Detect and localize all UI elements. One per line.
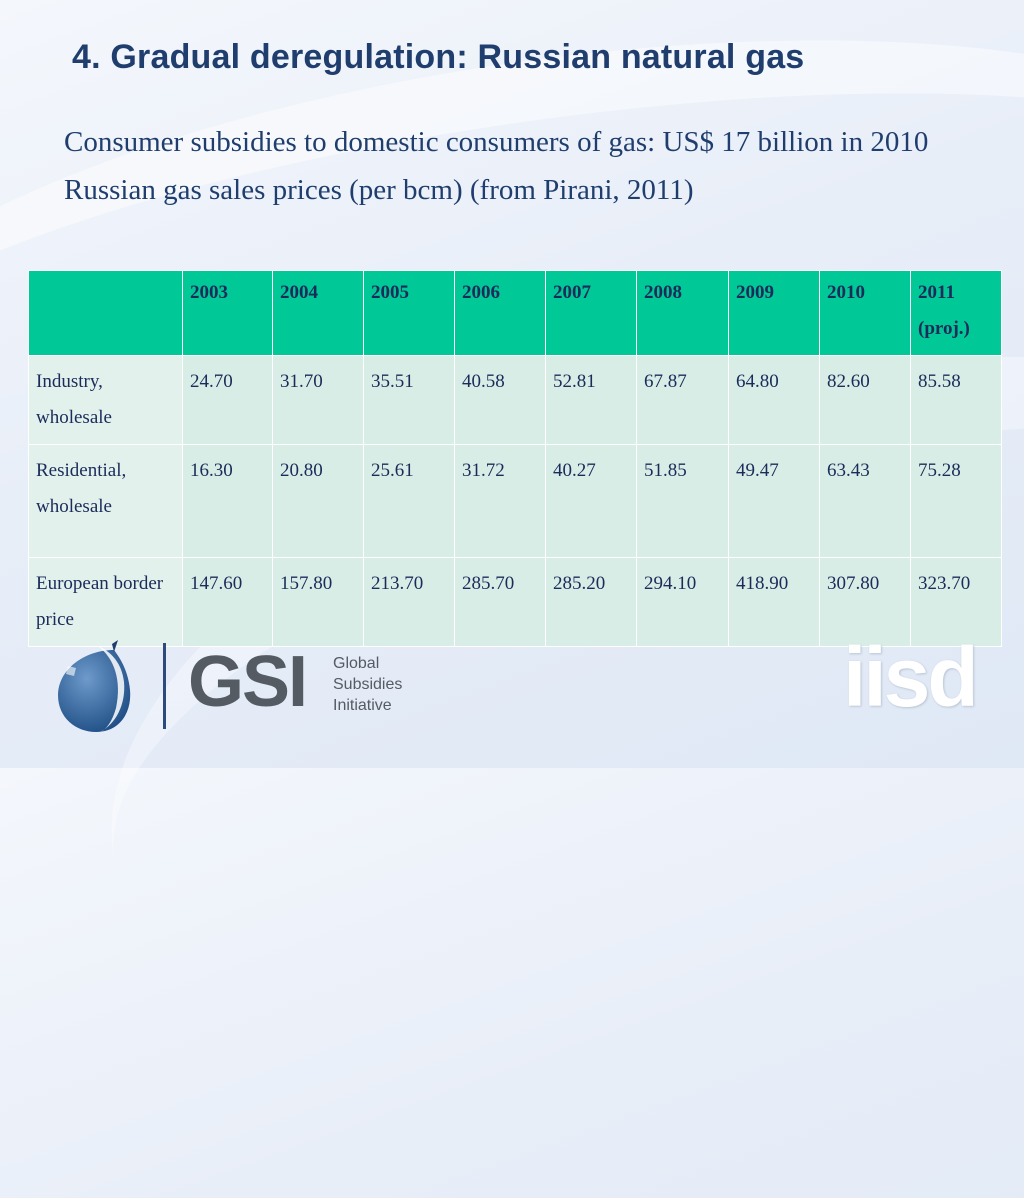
bullet-list: Consumer subsidies to domestic consumers… [64, 120, 994, 216]
table-header-row: 2003 2004 2005 2006 2007 2008 2009 2010 … [28, 270, 1002, 356]
table-header-cell: 2009 [728, 270, 820, 356]
table-header-cell: 2008 [636, 270, 729, 356]
slide-title: 4. Gradual deregulation: Russian natural… [72, 38, 805, 76]
gsi-subtitle-line: Subsidies [333, 676, 403, 693]
table-header-cell: 2007 [545, 270, 637, 356]
table-cell: 285.70 [454, 557, 546, 647]
gsi-logo: GSI [188, 642, 308, 722]
table-cell: 24.70 [182, 355, 273, 445]
table-header-cell: 2010 [819, 270, 911, 356]
table-cell: 85.58 [910, 355, 1002, 445]
gsi-logo-subtitle: Global Subsidies Initiative [333, 653, 402, 716]
table-header-cell: 2005 [363, 270, 455, 356]
iisd-logo: iisd [843, 630, 979, 724]
table-row: Residential, wholesale 16.30 20.80 25.61… [28, 444, 1002, 558]
table-cell: 31.70 [272, 355, 364, 445]
table-cell: 40.27 [545, 444, 637, 558]
table-header-cell [28, 270, 183, 356]
table-cell: 323.70 [910, 557, 1002, 647]
table-cell: 82.60 [819, 355, 911, 445]
table-cell: 16.30 [182, 444, 273, 558]
table-cell: 75.28 [910, 444, 1002, 558]
row-label: Industry, wholesale [28, 355, 183, 445]
gas-prices-table: 2003 2004 2005 2006 2007 2008 2009 2010 … [28, 270, 1002, 647]
table-cell: 157.80 [272, 557, 364, 647]
table-header-cell: 2003 [182, 270, 273, 356]
table-cell: 25.61 [363, 444, 455, 558]
table-cell: 49.47 [728, 444, 820, 558]
table-cell: 307.80 [819, 557, 911, 647]
footer-logos: GSI Global Subsidies Initiative iisd [0, 630, 1024, 768]
table-header-cell: 2006 [454, 270, 546, 356]
table-cell: 52.81 [545, 355, 637, 445]
table-cell: 294.10 [636, 557, 729, 647]
bullet-subsidies: Consumer subsidies to domestic consumers… [64, 126, 929, 158]
table-header-cell: 2011 (proj.) [910, 270, 1002, 356]
table-cell: 63.43 [819, 444, 911, 558]
table-cell: 31.72 [454, 444, 546, 558]
logo-divider [163, 643, 166, 729]
table-cell: 35.51 [363, 355, 455, 445]
bullet-prices: Russian gas sales prices (per bcm) (from… [64, 174, 694, 206]
row-label: Residential, wholesale [28, 444, 183, 558]
table-cell: 213.70 [363, 557, 455, 647]
table-row: European border price 147.60 157.80 213.… [28, 557, 1002, 647]
table-cell: 418.90 [728, 557, 820, 647]
gsi-subtitle-line: Initiative [333, 697, 392, 714]
table-cell: 20.80 [272, 444, 364, 558]
table-cell: 40.58 [454, 355, 546, 445]
table-cell: 285.20 [545, 557, 637, 647]
table-header-cell: 2004 [272, 270, 364, 356]
row-label: European border price [28, 557, 183, 647]
table-cell: 51.85 [636, 444, 729, 558]
table-cell: 67.87 [636, 355, 729, 445]
table-cell: 147.60 [182, 557, 273, 647]
table-cell: 64.80 [728, 355, 820, 445]
globe-icon [54, 640, 136, 739]
table-row: Industry, wholesale 24.70 31.70 35.51 40… [28, 355, 1002, 445]
gsi-subtitle-line: Global [333, 655, 380, 672]
